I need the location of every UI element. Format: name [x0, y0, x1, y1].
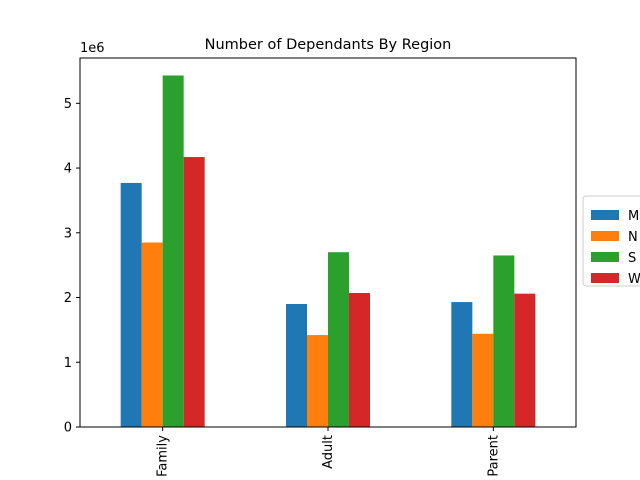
bar-N-parent — [472, 333, 494, 427]
legend-swatch-W — [591, 273, 619, 283]
legend-label-M: M — [628, 209, 639, 224]
legend-label-W: W — [628, 272, 640, 287]
bar-S-parent — [493, 255, 515, 427]
y-tick-label: 5 — [64, 97, 72, 112]
x-tick-label-adult: Adult — [321, 435, 336, 469]
bar-N-family — [141, 242, 163, 427]
y-tick-label: 2 — [64, 291, 72, 306]
chart-title: Number of Dependants By Region — [205, 37, 452, 53]
y-tick-label: 3 — [64, 226, 72, 241]
bar-W-adult — [349, 292, 370, 427]
bars-group — [120, 75, 536, 428]
bar-W-parent — [514, 293, 536, 427]
bar-N-adult — [307, 335, 328, 427]
y-tick-label: 4 — [64, 162, 72, 177]
y-tick-label: 1 — [64, 356, 72, 371]
bar-M-parent — [451, 302, 473, 427]
legend-label-N: N — [628, 230, 638, 245]
legend-swatch-M — [591, 210, 619, 220]
bar-S-family — [162, 75, 184, 428]
legend-swatch-S — [591, 252, 619, 262]
legend-swatch-N — [591, 231, 619, 241]
legend-label-S: S — [628, 251, 636, 266]
bar-W-family — [183, 157, 205, 427]
y-axis-offset-label: 1e6 — [80, 41, 105, 56]
bar-S-adult — [328, 252, 349, 427]
ticks-group: 0 1 2 3 4 5 Family Adult Parent — [64, 97, 502, 477]
x-tick-label-family: Family — [156, 435, 171, 477]
bar-M-family — [120, 182, 142, 427]
y-tick-label: 0 — [64, 421, 72, 436]
x-tick-label-parent: Parent — [486, 435, 501, 477]
bar-M-adult — [286, 304, 307, 427]
